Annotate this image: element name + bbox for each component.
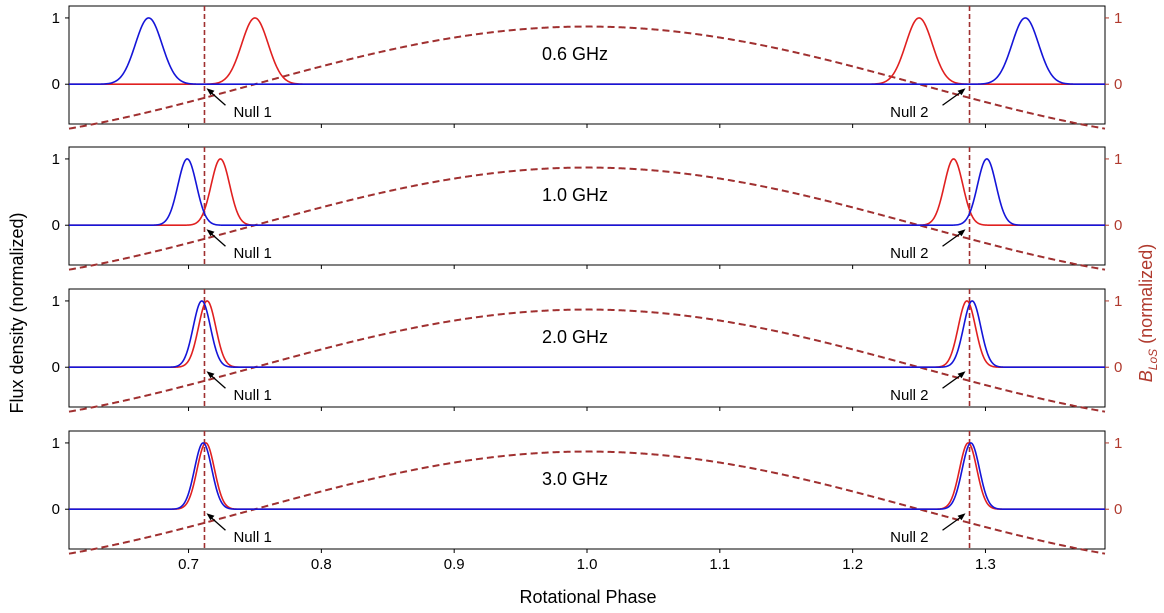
frequency-label: 1.0 GHz bbox=[542, 185, 608, 205]
y-tick-label-right: 0 bbox=[1114, 76, 1122, 93]
y-tick-label-left: 1 bbox=[52, 435, 60, 452]
y-tick-label-right: 0 bbox=[1114, 501, 1122, 518]
y-axis-title-left: Flux density (normalized) bbox=[7, 212, 27, 413]
y-tick-label-left: 0 bbox=[52, 359, 60, 376]
panel-frame bbox=[68, 5, 1106, 125]
blue-emission-curve bbox=[69, 158, 1105, 227]
null-2-arrowhead bbox=[957, 229, 966, 237]
y-tick-label-left: 1 bbox=[52, 10, 60, 27]
null-1-label: Null 1 bbox=[233, 245, 271, 262]
null-2-arrowhead bbox=[957, 88, 966, 96]
blue-emission-curve bbox=[69, 442, 1105, 511]
null-1-arrowhead bbox=[206, 371, 215, 379]
y-tick-label-right: 1 bbox=[1114, 435, 1122, 452]
y-tick-label-right: 0 bbox=[1114, 217, 1122, 234]
null-1-label: Null 1 bbox=[233, 529, 271, 546]
panel-2: 0 0 1 1 1.0 GHz Null 1 Null 2 bbox=[52, 146, 1122, 271]
null-1-label: Null 1 bbox=[233, 387, 271, 404]
y-tick-label-right: 1 bbox=[1114, 151, 1122, 168]
null-1-label: Null 1 bbox=[233, 104, 271, 121]
null-1-arrowhead bbox=[206, 229, 215, 237]
null-1-arrowhead bbox=[206, 88, 215, 96]
null-2-arrowhead bbox=[957, 513, 966, 521]
panel-frame bbox=[68, 430, 1106, 550]
null-2-label: Null 2 bbox=[890, 529, 928, 546]
y-tick-label-left: 0 bbox=[52, 501, 60, 518]
null-2-arrowhead bbox=[957, 371, 966, 379]
bfield-curve bbox=[68, 308, 1106, 413]
bfield-curve bbox=[68, 166, 1106, 271]
blue-emission-curve bbox=[69, 17, 1105, 86]
x-tick-label: 1.2 bbox=[842, 556, 863, 573]
y-tick-label-left: 1 bbox=[52, 151, 60, 168]
y-tick-label-left: 0 bbox=[52, 217, 60, 234]
frequency-label: 2.0 GHz bbox=[542, 327, 608, 347]
null-2-label: Null 2 bbox=[890, 387, 928, 404]
x-tick-label: 0.7 bbox=[178, 556, 199, 573]
null-1-arrowhead bbox=[206, 513, 215, 521]
frequency-label: 3.0 GHz bbox=[542, 469, 608, 489]
panel-4: 0.7 0.8 0.9 1.0 1.1 1.2 1.3 0 0 1 1 3.0 GHz Null 1 Nu… bbox=[52, 430, 1122, 573]
y-tick-label-left: 0 bbox=[52, 76, 60, 93]
y-axis-title-right-main: B bbox=[1136, 370, 1156, 382]
blue-emission-curve bbox=[69, 300, 1105, 369]
x-tick-label: 1.1 bbox=[709, 556, 730, 573]
panel-1: 0 0 1 1 0.6 GHz Null 1 Null 2 bbox=[52, 5, 1122, 130]
panels: 0 0 1 1 0.6 GHz Null 1 Null 2 0 0 1 1 1.0 GHz Null 1… bbox=[52, 5, 1122, 573]
null-2-label: Null 2 bbox=[890, 245, 928, 262]
bfield-curve bbox=[68, 25, 1106, 130]
frequency-label: 0.6 GHz bbox=[542, 44, 608, 64]
null-2-label: Null 2 bbox=[890, 104, 928, 121]
y-axis-title-right: BLoS (normalized) bbox=[1136, 244, 1160, 382]
y-tick-label-left: 1 bbox=[52, 293, 60, 310]
y-tick-label-right: 1 bbox=[1114, 293, 1122, 310]
x-tick-label: 1.3 bbox=[975, 556, 996, 573]
y-axis-title-right-sub: LoS bbox=[1146, 349, 1160, 370]
panel-3: 0 0 1 1 2.0 GHz Null 1 Null 2 bbox=[52, 288, 1122, 413]
x-tick-label: 0.9 bbox=[444, 556, 465, 573]
y-tick-label-right: 0 bbox=[1114, 359, 1122, 376]
x-axis-title: Rotational Phase bbox=[519, 587, 656, 607]
y-tick-label-right: 1 bbox=[1114, 10, 1122, 27]
bfield-curve bbox=[68, 450, 1106, 555]
y-axis-title-right-rest: (normalized) bbox=[1136, 244, 1156, 349]
x-tick-label: 0.8 bbox=[311, 556, 332, 573]
x-tick-label: 1.0 bbox=[577, 556, 598, 573]
panel-frame bbox=[68, 288, 1106, 408]
